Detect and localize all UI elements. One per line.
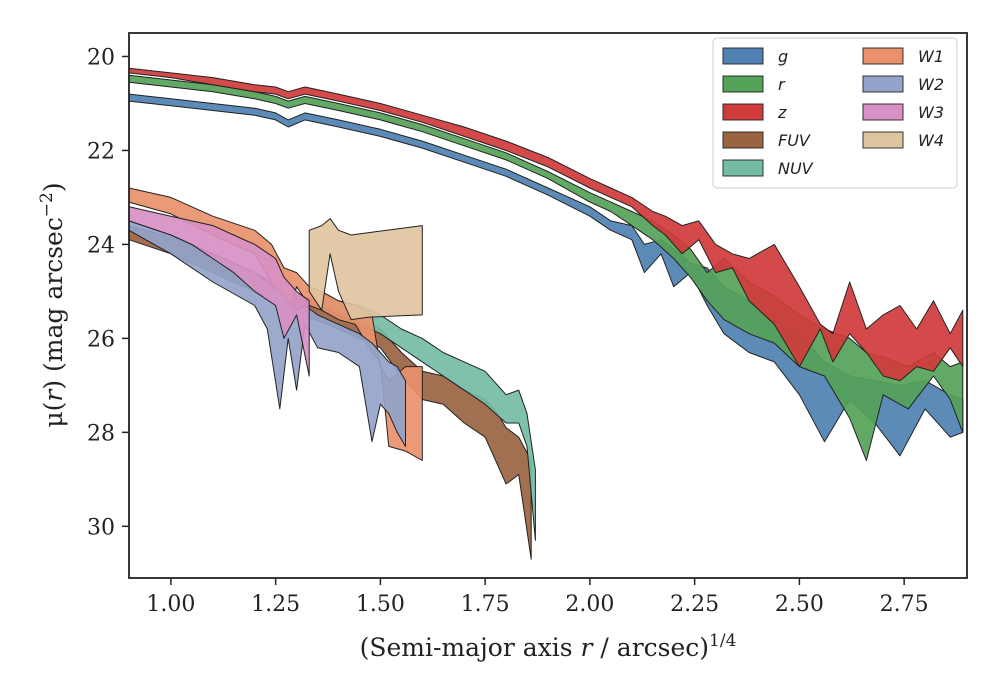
legend-box bbox=[712, 37, 958, 189]
legend-item-r: r bbox=[722, 75, 786, 94]
series-areas bbox=[128, 67, 964, 560]
legend-item-g: g bbox=[722, 47, 788, 66]
legend-swatch bbox=[862, 75, 904, 93]
x-tick-label: 1.75 bbox=[461, 592, 510, 617]
y-tick-label: 24 bbox=[87, 233, 115, 258]
legend-label: NUV bbox=[778, 159, 814, 178]
y-axis-label: μ(r) (mag arcsec−2) bbox=[37, 182, 68, 427]
x-tick-label: 1.00 bbox=[146, 592, 195, 617]
series-band-w4 bbox=[308, 218, 423, 321]
legend-item-w1: W1 bbox=[862, 47, 944, 66]
legend-item-w4: W4 bbox=[862, 131, 944, 150]
x-tick-label: 2.25 bbox=[670, 592, 719, 617]
legend-item-fuv: FUV bbox=[722, 131, 811, 150]
series-band-r bbox=[128, 74, 964, 461]
legend-swatch bbox=[722, 159, 764, 177]
legend-label: r bbox=[778, 75, 786, 94]
legend-label: W4 bbox=[918, 131, 944, 150]
legend-item-z: z bbox=[722, 103, 787, 122]
x-tick-label: 1.50 bbox=[356, 592, 405, 617]
legend-swatch bbox=[722, 75, 764, 93]
y-tick-label: 20 bbox=[87, 45, 115, 70]
legend-swatch bbox=[862, 103, 904, 121]
y-tick-label: 26 bbox=[87, 327, 115, 352]
x-tick-label: 1.25 bbox=[251, 592, 300, 617]
legend-label: z bbox=[777, 103, 787, 122]
y-axis-ticks: 20 22 24 26 28 30 bbox=[87, 45, 129, 540]
x-axis-ticks: 1.00 1.25 1.50 1.75 2.00 2.25 2.50 2.75 bbox=[146, 578, 929, 617]
legend-label: W2 bbox=[918, 75, 944, 94]
legend-label: FUV bbox=[778, 131, 811, 150]
series-band-w3 bbox=[128, 206, 310, 377]
x-tick-label: 2.75 bbox=[880, 592, 929, 617]
plot-frame bbox=[128, 32, 968, 579]
legend-item-nuv: NUV bbox=[722, 159, 814, 178]
y-tick-label: 30 bbox=[87, 515, 115, 540]
series-band-z bbox=[128, 67, 964, 382]
y-tick-label: 28 bbox=[87, 421, 115, 446]
x-tick-label: 2.50 bbox=[775, 592, 824, 617]
legend-swatch bbox=[722, 103, 764, 121]
legend-label: W1 bbox=[918, 47, 944, 66]
y-tick-label: 22 bbox=[87, 139, 115, 164]
legend-label: W3 bbox=[918, 103, 944, 122]
legend-item-w3: W3 bbox=[862, 103, 944, 122]
legend-label: g bbox=[778, 47, 788, 66]
legend-swatch bbox=[722, 131, 764, 149]
legend-swatch bbox=[862, 47, 904, 65]
x-axis-label: (Semi-major axis r / arcsec)1/4 bbox=[360, 631, 737, 662]
x-tick-label: 2.00 bbox=[565, 592, 614, 617]
series-band-nuv bbox=[317, 290, 536, 541]
legend-swatch bbox=[862, 131, 904, 149]
legend-swatch bbox=[722, 47, 764, 65]
legend: grz FUV NUV W1 W2 W3 W4 bbox=[712, 37, 958, 189]
legend-item-w2: W2 bbox=[862, 75, 944, 94]
